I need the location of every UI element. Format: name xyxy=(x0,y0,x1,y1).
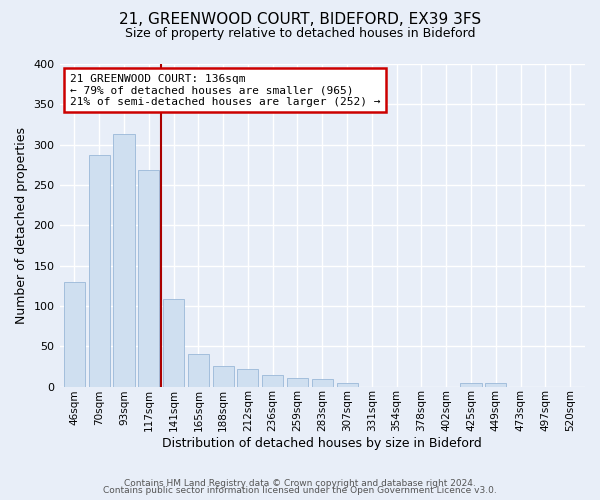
Bar xyxy=(89,155,110,386)
X-axis label: Distribution of detached houses by size in Bideford: Distribution of detached houses by size … xyxy=(163,437,482,450)
Text: 21, GREENWOOD COURT, BIDEFORD, EX39 3FS: 21, GREENWOOD COURT, BIDEFORD, EX39 3FS xyxy=(119,12,481,28)
Bar xyxy=(138,170,160,386)
Bar xyxy=(238,369,259,386)
Text: Contains HM Land Registry data © Crown copyright and database right 2024.: Contains HM Land Registry data © Crown c… xyxy=(124,478,476,488)
Y-axis label: Number of detached properties: Number of detached properties xyxy=(15,127,28,324)
Bar xyxy=(212,366,233,386)
Bar xyxy=(188,354,209,386)
Bar xyxy=(163,298,184,386)
Bar xyxy=(312,380,333,386)
Text: 21 GREENWOOD COURT: 136sqm
← 79% of detached houses are smaller (965)
21% of sem: 21 GREENWOOD COURT: 136sqm ← 79% of deta… xyxy=(70,74,380,107)
Text: Size of property relative to detached houses in Bideford: Size of property relative to detached ho… xyxy=(125,28,475,40)
Text: Contains public sector information licensed under the Open Government Licence v3: Contains public sector information licen… xyxy=(103,486,497,495)
Bar xyxy=(262,376,283,386)
Bar xyxy=(460,384,482,386)
Bar xyxy=(113,134,134,386)
Bar xyxy=(64,282,85,387)
Bar xyxy=(337,382,358,386)
Bar xyxy=(485,382,506,386)
Bar xyxy=(287,378,308,386)
